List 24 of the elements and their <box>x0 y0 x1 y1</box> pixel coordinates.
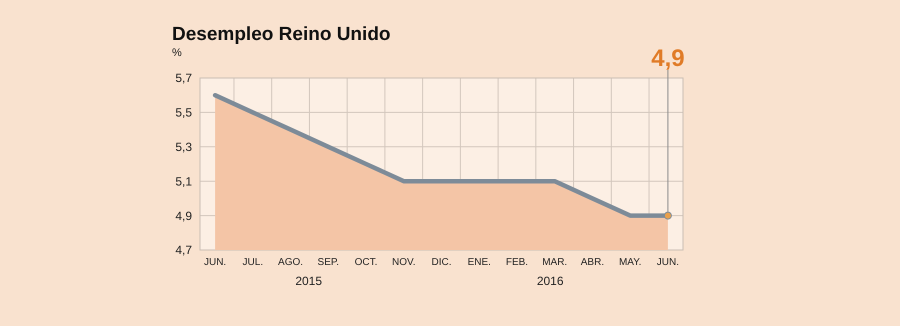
x-tick-label: AGO. <box>278 257 304 268</box>
x-tick-label: MAY. <box>618 257 642 268</box>
text: 2015 <box>295 274 322 288</box>
y-tick-label: 4,7 <box>175 243 192 258</box>
data-label: 4,9 <box>651 45 685 72</box>
x-tick-label: OCT. <box>354 257 378 268</box>
y-tick-label: 5,5 <box>175 106 192 120</box>
x-tick-label: SEP. <box>318 257 340 268</box>
x-tick-label: MAR. <box>542 257 568 268</box>
x-tick-label: ENE. <box>468 257 491 268</box>
text: 2016 <box>536 274 564 288</box>
y-tick-label: 5,7 <box>175 71 192 86</box>
x-tick-label: FEB. <box>506 257 528 268</box>
x-tick-label: JUN. <box>204 257 226 268</box>
x-tick-label: NOV. <box>392 257 416 268</box>
x-tick-label: ABR. <box>580 257 604 268</box>
y-tick-label: 5,3 <box>175 140 192 154</box>
x-tick-label: JUL. <box>242 257 264 268</box>
y-axis-title: % <box>172 47 182 59</box>
y-tick-label: 4,9 <box>175 208 192 223</box>
y-tick-label: 5,1 <box>175 174 192 188</box>
x-tick-label: JUN. <box>656 257 680 268</box>
chart-title: Desempleo Reino Unido <box>172 24 391 45</box>
x-tick-label: DIC. <box>432 257 452 268</box>
